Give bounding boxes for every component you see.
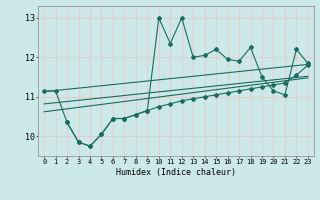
X-axis label: Humidex (Indice chaleur): Humidex (Indice chaleur): [116, 168, 236, 177]
